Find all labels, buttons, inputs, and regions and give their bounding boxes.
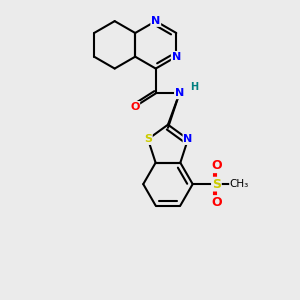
Text: S: S	[144, 134, 152, 144]
Text: O: O	[130, 102, 140, 112]
Text: O: O	[211, 196, 222, 209]
Text: N: N	[151, 16, 160, 26]
Text: N: N	[175, 88, 184, 98]
Text: S: S	[212, 178, 221, 190]
Text: O: O	[211, 159, 222, 172]
Text: N: N	[183, 134, 193, 144]
Text: CH₃: CH₃	[230, 179, 249, 189]
Text: H: H	[190, 82, 198, 92]
Text: N: N	[172, 52, 181, 62]
